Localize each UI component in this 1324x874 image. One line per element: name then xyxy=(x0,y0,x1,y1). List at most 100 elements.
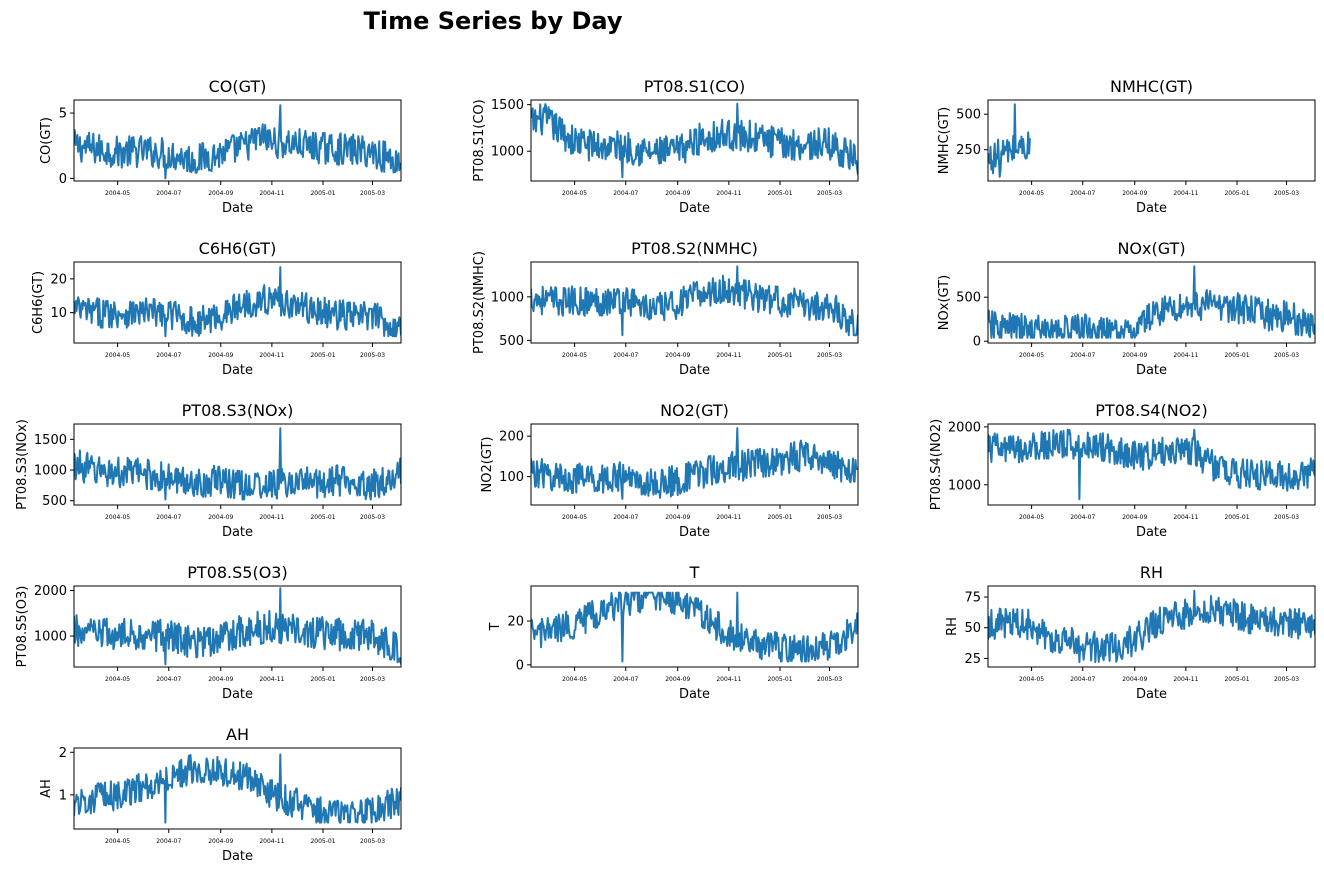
x-tick-label: 2004-11 xyxy=(1173,514,1198,521)
x-tick-label: 2004-09 xyxy=(665,190,690,197)
plot-frame xyxy=(530,585,859,668)
x-tick-label: 2005-03 xyxy=(1274,352,1299,359)
subplot-title: C6H6(GT) xyxy=(199,239,277,258)
series-line xyxy=(74,266,401,338)
x-tick-label: 2004-09 xyxy=(1122,676,1147,683)
plot-frame xyxy=(987,261,1316,344)
x-tick-label: 2005-03 xyxy=(360,838,385,845)
x-tick-label: 2004-07 xyxy=(156,676,181,683)
x-tick-label: 2005-03 xyxy=(1274,676,1299,683)
x-tick-label: 2004-07 xyxy=(156,514,181,521)
x-axis-label: Date xyxy=(222,849,253,864)
subplot-8: NO2(GT) 100 200 2004-05 2004-07 2004-09 2004-1… xyxy=(480,401,859,540)
subplot-5: PT08.S2(NMHC) 500 1000 2004-05 2004-07 2004-0… xyxy=(472,239,859,378)
y-axis-label: PT08.S5(O3) xyxy=(15,586,30,668)
subplot-title: PT08.S3(NOx) xyxy=(182,401,294,420)
y-axis-label: PT08.S1(CO) xyxy=(472,99,487,181)
y-tick-label: 20 xyxy=(50,272,67,287)
y-tick-label: 1000 xyxy=(34,630,67,645)
x-axis-label: Date xyxy=(1136,525,1167,540)
figure-title: Time Series by Day xyxy=(364,7,623,35)
x-tick-label: 2005-01 xyxy=(1224,514,1249,521)
series-line xyxy=(988,103,1032,178)
y-tick-label: 500 xyxy=(956,108,981,123)
x-tick-label: 2005-03 xyxy=(360,514,385,521)
x-tick-label: 2004-11 xyxy=(716,190,741,197)
x-axis-label: Date xyxy=(222,525,253,540)
x-tick-label: 2005-03 xyxy=(817,676,842,683)
subplot-title: NO2(GT) xyxy=(660,401,729,420)
y-tick-label: 500 xyxy=(42,494,67,509)
y-axis-label: T xyxy=(488,622,503,631)
x-tick-label: 2004-11 xyxy=(259,190,284,197)
x-tick-label: 2004-07 xyxy=(613,676,638,683)
x-tick-label: 2004-11 xyxy=(1173,352,1198,359)
subplot-10: PT08.S5(O3) 1000 2000 2004-05 2004-07 2004-09… xyxy=(15,563,402,702)
x-tick-label: 2004-07 xyxy=(1070,352,1095,359)
y-tick-label: 50 xyxy=(964,621,981,636)
y-tick-label: 0 xyxy=(59,172,67,187)
series-line xyxy=(74,104,401,180)
y-axis-label: NO2(GT) xyxy=(480,437,495,493)
x-tick-label: 2004-09 xyxy=(665,514,690,521)
y-tick-label: 5 xyxy=(59,107,67,122)
subplot-3: NMHC(GT) 250 500 2004-05 2004-07 2004-09 2004-… xyxy=(937,77,1316,216)
x-tick-label: 2005-03 xyxy=(1274,190,1299,197)
x-tick-label: 2004-05 xyxy=(105,676,130,683)
x-axis-label: Date xyxy=(679,363,710,378)
plot-frame xyxy=(530,261,859,344)
y-tick-label: 1500 xyxy=(491,98,524,113)
x-axis-label: Date xyxy=(222,363,253,378)
x-tick-label: 2004-05 xyxy=(105,352,130,359)
plot-frame xyxy=(73,747,402,830)
y-axis-label: PT08.S3(NOx) xyxy=(15,419,30,510)
x-axis-label: Date xyxy=(1136,201,1167,216)
subplot-title: PT08.S1(CO) xyxy=(644,77,745,96)
subplot-6: NOx(GT) 0 500 2004-05 2004-07 2004-09 2004-11 2… xyxy=(937,239,1316,378)
plot-frame xyxy=(987,99,1316,182)
x-tick-label: 2005-01 xyxy=(767,676,792,683)
subplot-4: C6H6(GT) 10 20 2004-05 2004-07 2004-09 2004-11… xyxy=(31,239,402,378)
subplot-title: T xyxy=(689,563,700,582)
series-line xyxy=(988,589,1315,664)
x-tick-label: 2004-09 xyxy=(208,190,233,197)
series-line xyxy=(531,591,858,663)
x-tick-label: 2005-03 xyxy=(817,514,842,521)
series-line xyxy=(988,428,1315,501)
y-tick-label: 20 xyxy=(507,615,524,630)
y-axis-label: AH xyxy=(39,779,54,798)
x-tick-label: 2004-11 xyxy=(259,676,284,683)
plot-frame xyxy=(530,423,859,506)
y-tick-label: 10 xyxy=(50,306,67,321)
x-tick-label: 2004-05 xyxy=(1019,190,1044,197)
y-axis-label: PT08.S4(NO2) xyxy=(929,419,944,510)
x-tick-label: 2005-01 xyxy=(767,352,792,359)
series-line xyxy=(74,587,401,666)
y-axis-label: NOx(GT) xyxy=(937,275,952,330)
x-tick-label: 2004-07 xyxy=(1070,514,1095,521)
x-tick-label: 2004-05 xyxy=(562,352,587,359)
series-line xyxy=(74,753,401,824)
y-tick-label: 2000 xyxy=(34,584,67,599)
x-tick-label: 2005-03 xyxy=(1274,514,1299,521)
series-line xyxy=(531,265,858,337)
x-tick-label: 2005-03 xyxy=(817,190,842,197)
series-line xyxy=(74,427,401,501)
x-tick-label: 2004-09 xyxy=(665,352,690,359)
x-tick-label: 2005-01 xyxy=(310,190,335,197)
x-tick-label: 2004-11 xyxy=(1173,676,1198,683)
x-tick-label: 2004-09 xyxy=(208,838,233,845)
x-tick-label: 2005-01 xyxy=(1224,676,1249,683)
x-tick-label: 2005-03 xyxy=(360,676,385,683)
subplot-11: T 0 20 2004-05 2004-07 2004-09 2004-11 2005-01 2… xyxy=(488,563,859,702)
subplot-title: PT08.S2(NMHC) xyxy=(631,239,758,258)
y-axis-label: C6H6(GT) xyxy=(31,271,46,334)
y-tick-label: 200 xyxy=(499,430,524,445)
series-line xyxy=(531,427,858,500)
x-tick-label: 2004-07 xyxy=(1070,190,1095,197)
x-tick-label: 2005-01 xyxy=(1224,190,1249,197)
y-axis-label: RH xyxy=(945,617,960,636)
y-tick-label: 75 xyxy=(964,591,981,606)
x-tick-label: 2005-03 xyxy=(360,190,385,197)
x-tick-label: 2004-11 xyxy=(716,352,741,359)
